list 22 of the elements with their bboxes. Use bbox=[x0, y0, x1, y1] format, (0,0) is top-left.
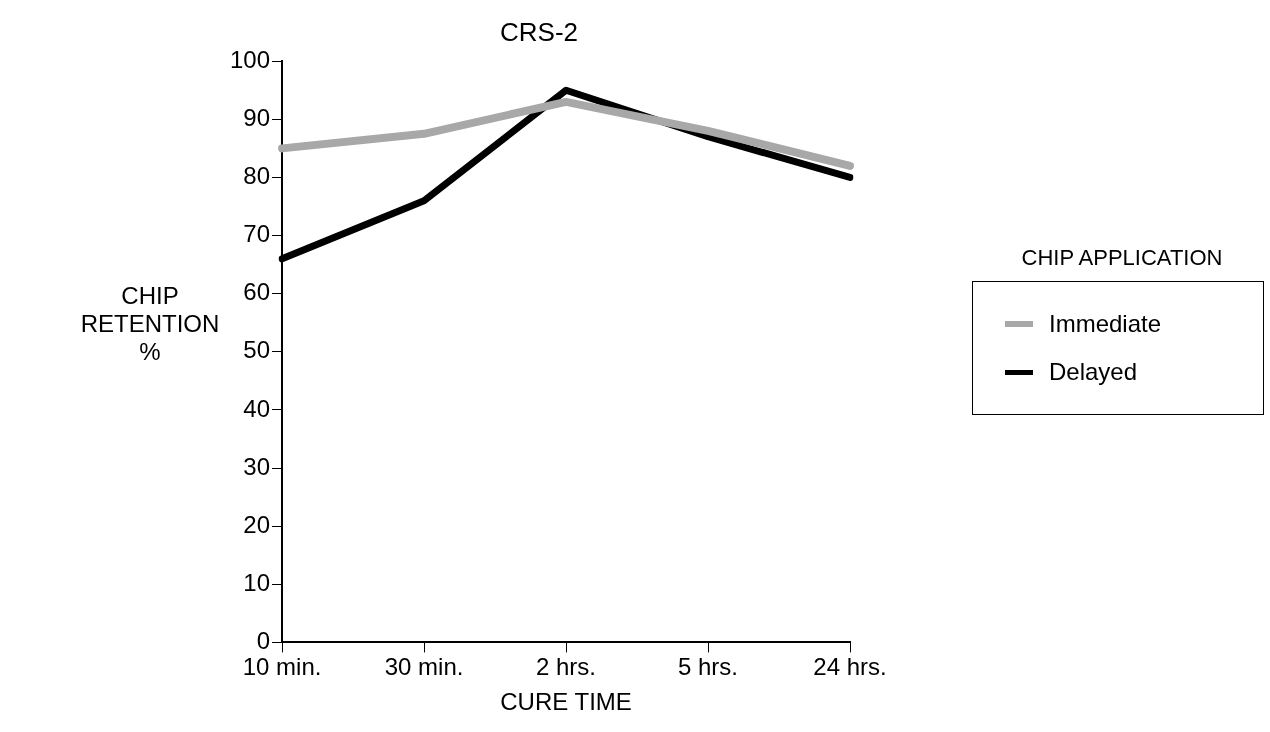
y-tick-label: 10 bbox=[243, 568, 271, 596]
y-tick-label: 50 bbox=[243, 336, 271, 364]
x-tick-label: 30 min. bbox=[384, 653, 464, 681]
y-tick-label: 80 bbox=[243, 162, 271, 190]
y-tick-label: 20 bbox=[243, 510, 271, 538]
x-axis-title: CURE TIME bbox=[500, 688, 632, 716]
y-tick-label: 60 bbox=[243, 278, 271, 306]
x-tick-label: 2 hrs. bbox=[536, 653, 597, 681]
y-tick-label: 30 bbox=[243, 452, 271, 480]
y-axis-title: CHIP RETENTION % bbox=[79, 282, 221, 366]
legend-title: CHIP APPLICATION bbox=[1020, 245, 1224, 271]
legend-label: Immediate bbox=[1049, 310, 1162, 338]
y-tick-label: 0 bbox=[256, 627, 271, 655]
y-tick-label: 70 bbox=[243, 220, 271, 248]
x-tick-label: 10 min. bbox=[242, 653, 322, 681]
legend-label: Delayed bbox=[1049, 358, 1138, 386]
y-tick-label: 100 bbox=[230, 45, 271, 73]
chart-title: CRS-2 bbox=[499, 16, 579, 47]
x-tick-label: 24 hrs. bbox=[813, 653, 887, 681]
y-tick-label: 90 bbox=[243, 103, 271, 131]
y-tick-label: 40 bbox=[243, 394, 271, 422]
x-tick-label: 5 hrs. bbox=[678, 653, 739, 681]
